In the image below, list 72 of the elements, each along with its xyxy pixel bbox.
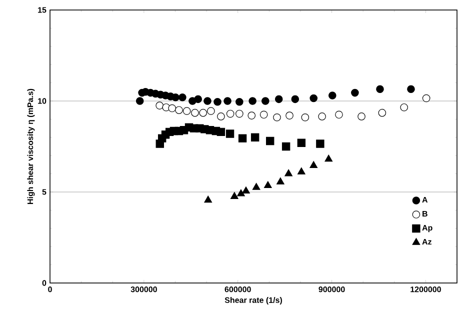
point bbox=[274, 95, 283, 104]
point bbox=[199, 108, 207, 117]
x-tick-label: 900000 bbox=[318, 286, 345, 292]
point bbox=[236, 98, 244, 106]
x-tick-label: 0 bbox=[48, 286, 52, 292]
y-axis-title: High shear viscosity η (mPa.s) bbox=[27, 88, 35, 204]
point bbox=[324, 154, 333, 162]
point bbox=[407, 85, 415, 94]
point bbox=[400, 103, 408, 112]
legend-label: Ap bbox=[422, 225, 432, 232]
point bbox=[204, 196, 212, 203]
legend-label: A bbox=[422, 197, 428, 203]
point bbox=[236, 110, 244, 118]
point bbox=[194, 95, 202, 104]
point bbox=[226, 110, 234, 118]
point bbox=[248, 112, 256, 120]
point bbox=[264, 181, 272, 188]
point bbox=[216, 128, 226, 136]
point bbox=[376, 85, 384, 94]
point bbox=[182, 107, 191, 115]
y-tick-label: 15 bbox=[38, 7, 46, 13]
x-tick-label: 1200000 bbox=[410, 286, 441, 292]
point bbox=[207, 107, 215, 115]
point bbox=[310, 161, 318, 168]
point bbox=[204, 97, 212, 105]
y-tick-label: 0 bbox=[42, 280, 46, 286]
point bbox=[282, 142, 290, 151]
point bbox=[318, 112, 326, 120]
point bbox=[226, 130, 234, 138]
x-tick-label: 300000 bbox=[130, 286, 157, 292]
point bbox=[156, 102, 164, 110]
point bbox=[260, 110, 268, 119]
point bbox=[266, 136, 274, 146]
point bbox=[191, 108, 199, 117]
point bbox=[422, 94, 430, 102]
x-tick-label: 600000 bbox=[224, 286, 251, 292]
point bbox=[252, 182, 260, 190]
point bbox=[316, 140, 324, 148]
point bbox=[214, 98, 222, 106]
point bbox=[286, 112, 294, 120]
point bbox=[273, 113, 281, 122]
point bbox=[358, 112, 366, 120]
point bbox=[224, 97, 232, 105]
point bbox=[237, 189, 245, 196]
legend-label: Az bbox=[422, 239, 432, 245]
point bbox=[230, 192, 238, 199]
point bbox=[172, 93, 180, 102]
point bbox=[262, 97, 270, 105]
point bbox=[136, 97, 144, 105]
point bbox=[310, 94, 318, 102]
legend-label: B bbox=[422, 211, 428, 217]
y-tick-label: 5 bbox=[42, 189, 46, 195]
point bbox=[297, 167, 306, 174]
point bbox=[178, 93, 186, 102]
point bbox=[217, 112, 225, 120]
x-axis-title: Shear rate (1/s) bbox=[224, 297, 282, 305]
point bbox=[284, 169, 293, 176]
point bbox=[238, 134, 247, 142]
y-tick-label: 10 bbox=[38, 98, 46, 104]
point bbox=[328, 92, 336, 100]
point bbox=[250, 133, 260, 142]
point bbox=[242, 186, 250, 194]
point bbox=[276, 177, 284, 184]
point bbox=[248, 97, 256, 105]
point bbox=[291, 95, 300, 104]
point bbox=[175, 106, 183, 114]
point bbox=[351, 88, 359, 97]
point bbox=[378, 108, 386, 117]
point bbox=[301, 113, 310, 122]
point bbox=[168, 104, 176, 112]
point bbox=[297, 138, 306, 147]
point bbox=[335, 110, 343, 119]
